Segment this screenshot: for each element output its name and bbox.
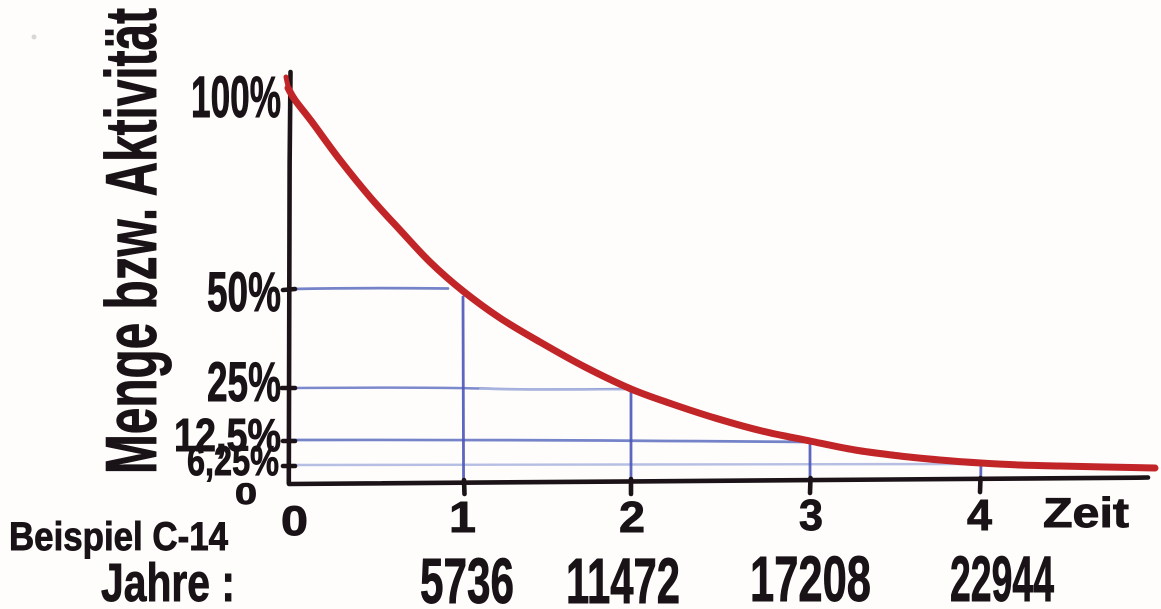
- svg-text:22944: 22944: [950, 543, 1054, 609]
- svg-text:6,25%: 6,25%: [187, 437, 279, 484]
- svg-text:50%: 50%: [207, 260, 281, 323]
- svg-text:11472: 11472: [566, 545, 680, 609]
- svg-text:17208: 17208: [750, 543, 871, 609]
- svg-text:Beispiel C-14: Beispiel C-14: [9, 515, 229, 559]
- svg-text:3: 3: [799, 491, 823, 540]
- svg-text:5736: 5736: [420, 545, 514, 609]
- svg-text:Zeit: Zeit: [1043, 489, 1129, 536]
- svg-text:0: 0: [281, 497, 308, 544]
- svg-text:Menge bzw. Aktivität: Menge bzw. Aktivität: [92, 8, 172, 474]
- svg-text:4: 4: [967, 491, 993, 540]
- svg-text:12,5%: 12,5%: [174, 409, 281, 461]
- svg-text:25%: 25%: [207, 350, 281, 413]
- svg-text:100%: 100%: [191, 65, 281, 130]
- svg-text:Jahre :: Jahre :: [101, 553, 235, 609]
- svg-text:2: 2: [619, 493, 645, 542]
- svg-text:0: 0: [235, 478, 257, 511]
- svg-text:1: 1: [449, 493, 476, 542]
